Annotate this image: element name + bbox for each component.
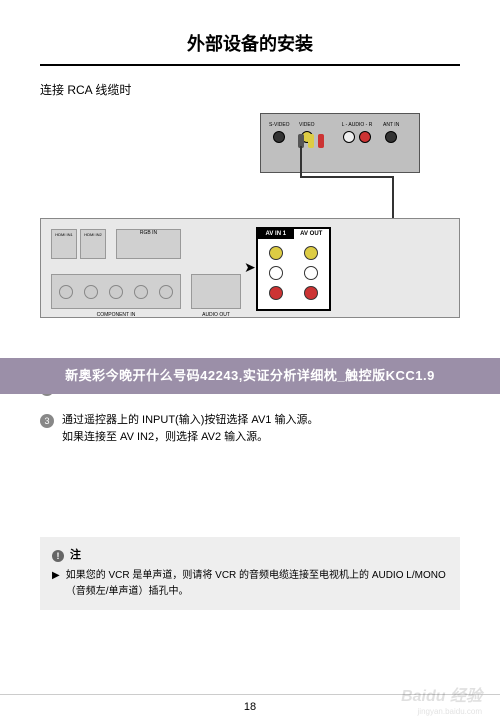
audio-out-label: AUDIO OUT — [192, 312, 240, 318]
step-number-badge: 3 — [40, 414, 54, 428]
av-audio-l-port — [269, 266, 283, 280]
port-label: S-VIDEO — [269, 122, 290, 128]
note-title: 注 — [70, 547, 81, 565]
step-text: 通过遥控器上的 INPUT(输入)按钮选择 AV1 输入源。 如果连接至 AV … — [62, 412, 460, 447]
note-box: ! 注 ▶ 如果您的 VCR 是单声道，则请将 VCR 的音频电缆连接至电视机上… — [40, 537, 460, 611]
rgb-label: RGB IN — [117, 230, 180, 236]
av-audio-l-port — [304, 266, 318, 280]
page-title: 外部设备的安装 — [40, 30, 460, 66]
watermark-logo: Baidu 经验 — [401, 682, 482, 706]
component-label: COMPONENT IN — [52, 312, 180, 318]
port-label: VIDEO — [299, 122, 315, 128]
hdmi-section: HDMI IN1 HDMI IN2 — [51, 229, 111, 264]
av-panel: AV IN 1 AV OUT — [256, 227, 331, 311]
component-port — [109, 285, 123, 299]
cable-line — [300, 146, 302, 176]
audio-l-port — [343, 131, 355, 143]
component-port — [59, 285, 73, 299]
av-audio-r-port — [304, 286, 318, 300]
component-port — [134, 285, 148, 299]
step-item: 3 通过遥控器上的 INPUT(输入)按钮选择 AV1 输入源。 如果连接至 A… — [40, 412, 460, 447]
arrow-icon: ➤ — [244, 259, 256, 276]
port-label: L - AUDIO - R — [342, 122, 373, 128]
audio-r-port — [359, 131, 371, 143]
av-video-port — [304, 246, 318, 260]
component-section: COMPONENT IN — [51, 274, 181, 309]
step-line: 如果连接至 AV IN2，则选择 AV2 输入源。 — [62, 429, 460, 447]
av-audio-r-port — [269, 286, 283, 300]
rgb-section: RGB IN — [116, 229, 181, 259]
av-out-label: AV OUT — [294, 229, 330, 239]
note-text: 如果您的 VCR 是单声道，则请将 VCR 的音频电缆连接至电视机上的 AUDI… — [66, 568, 448, 600]
external-device: S-VIDEO VIDEO L - AUDIO - R ANT IN — [260, 113, 420, 173]
connection-diagram: S-VIDEO VIDEO L - AUDIO - R ANT IN — [40, 108, 460, 328]
av-in-label: AV IN 1 — [258, 229, 294, 239]
component-port — [159, 285, 173, 299]
ant-port — [385, 131, 397, 143]
av-video-port — [269, 246, 283, 260]
cable-plug-icon — [318, 134, 324, 148]
warning-icon: ! — [52, 550, 64, 562]
overlay-banner: 新奥彩今晚开什么号码42243,实证分析详细枕_触控版KCC1.9 — [0, 358, 500, 394]
component-port — [84, 285, 98, 299]
port-label: ANT IN — [383, 122, 399, 128]
cable-plug-icon — [308, 134, 314, 148]
step-line: 通过遥控器上的 INPUT(输入)按钮选择 AV1 输入源。 — [62, 412, 460, 430]
hdmi-port: HDMI IN2 — [80, 229, 106, 259]
cable-line — [300, 176, 394, 178]
watermark-url: jingyan.baidu.com — [418, 707, 482, 716]
audio-out-section: AUDIO OUT — [191, 274, 241, 309]
arrow-icon: ▶ — [52, 568, 60, 600]
section-subtitle: 连接 RCA 线缆时 — [40, 81, 460, 98]
hdmi-port: HDMI IN1 — [51, 229, 77, 259]
tv-back-panel: HDMI IN1 HDMI IN2 RGB IN COMPONENT IN AU… — [40, 218, 460, 318]
svideo-port — [273, 131, 285, 143]
